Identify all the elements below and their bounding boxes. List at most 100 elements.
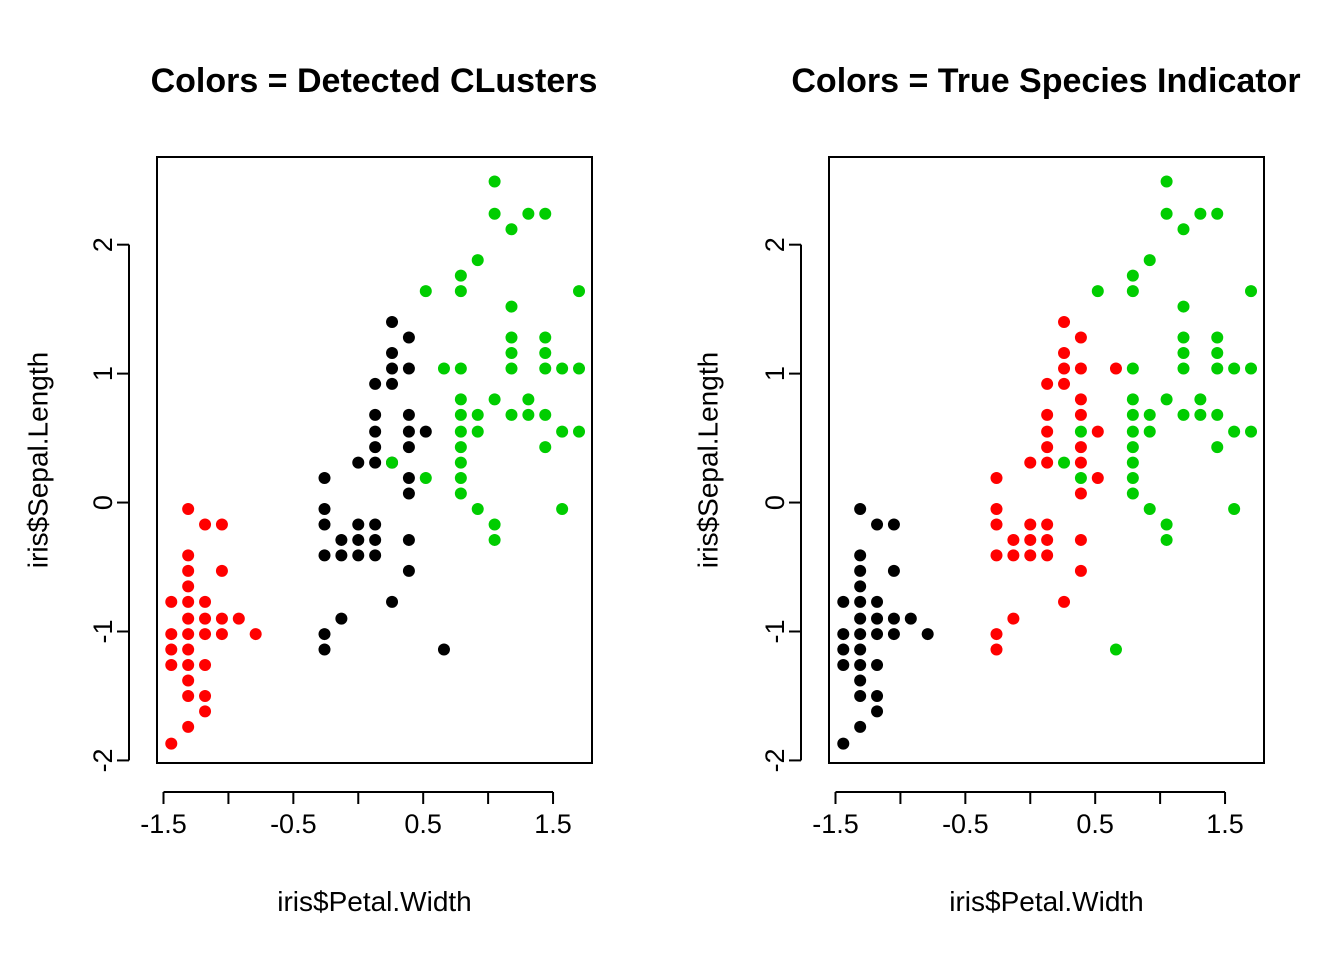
- data-point-green: [1143, 408, 1156, 421]
- chart-title: Colors = Detected CLusters: [151, 62, 598, 100]
- data-point-red: [1074, 564, 1087, 577]
- data-point-green: [1245, 362, 1258, 375]
- x-axis-label: iris$Petal.Width: [277, 886, 472, 917]
- data-point-black: [369, 377, 382, 390]
- data-point-green: [488, 533, 501, 546]
- data-point-green: [505, 300, 518, 313]
- data-point-green: [1211, 362, 1224, 375]
- data-point-red: [165, 628, 178, 641]
- data-point-black: [854, 659, 867, 672]
- data-point-red: [1041, 518, 1054, 531]
- data-point-green: [1143, 254, 1156, 267]
- data-point-green: [1228, 425, 1241, 438]
- data-point-black: [318, 502, 331, 515]
- data-point-green: [488, 518, 501, 531]
- y-tick-label: 1: [88, 366, 118, 381]
- data-point-black: [871, 628, 884, 641]
- x-axis-label: iris$Petal.Width: [949, 886, 1144, 917]
- data-point-green: [419, 472, 432, 485]
- data-point-black: [887, 564, 900, 577]
- data-point-green: [1126, 487, 1139, 500]
- data-point-green: [1160, 175, 1173, 188]
- data-point-black: [402, 331, 415, 344]
- data-point-red: [1041, 456, 1054, 469]
- y-axis-label: iris$Sepal.Length: [22, 352, 53, 568]
- data-point-black: [921, 628, 934, 641]
- data-point-green: [1211, 346, 1224, 359]
- data-point-black: [887, 612, 900, 625]
- data-point-red: [990, 502, 1003, 515]
- data-point-green: [539, 441, 552, 454]
- data-point-green: [1177, 362, 1190, 375]
- data-point-black: [854, 628, 867, 641]
- data-point-black: [402, 564, 415, 577]
- data-point-green: [488, 207, 501, 220]
- data-point-red: [199, 705, 212, 718]
- data-point-black: [854, 564, 867, 577]
- data-point-black: [402, 533, 415, 546]
- data-point-red: [1058, 377, 1071, 390]
- data-point-green: [437, 362, 450, 375]
- data-point-green: [471, 425, 484, 438]
- data-point-black: [871, 518, 884, 531]
- data-point-black: [369, 441, 382, 454]
- data-point-green: [1091, 285, 1104, 298]
- data-point-green: [1126, 408, 1139, 421]
- data-point-green: [454, 425, 467, 438]
- data-point-green: [1126, 472, 1139, 485]
- data-point-red: [1109, 362, 1122, 375]
- data-point-red: [182, 628, 195, 641]
- data-point-green: [1177, 300, 1190, 313]
- data-point-black: [402, 362, 415, 375]
- data-point-black: [871, 705, 884, 718]
- data-point-black: [854, 549, 867, 562]
- data-point-red: [182, 674, 195, 687]
- data-point-green: [1143, 502, 1156, 515]
- data-point-black: [352, 549, 365, 562]
- data-point-red: [215, 518, 228, 531]
- data-point-green: [539, 207, 552, 220]
- data-point-red: [1091, 425, 1104, 438]
- data-point-black: [386, 362, 399, 375]
- data-point-red: [1041, 533, 1054, 546]
- data-point-black: [335, 612, 348, 625]
- x-tick-label: 0.5: [1076, 809, 1114, 839]
- data-point-black: [352, 456, 365, 469]
- left-scatter-panel: Colors = Detected CLusters -1.5 -0.5 0.5 1.5…: [22, 62, 597, 917]
- data-point-red: [182, 689, 195, 702]
- data-point-black: [402, 472, 415, 485]
- x-tick-label: 0.5: [404, 809, 442, 839]
- data-point-black: [854, 502, 867, 515]
- data-point-black: [871, 689, 884, 702]
- data-point-green: [1126, 362, 1139, 375]
- data-point-red: [182, 720, 195, 733]
- y-tick-label: -2: [760, 748, 790, 772]
- data-point-red: [1024, 549, 1037, 562]
- data-point-red: [1041, 441, 1054, 454]
- x-tick-label: 1.5: [534, 809, 572, 839]
- data-point-black: [335, 533, 348, 546]
- data-point-green: [573, 425, 586, 438]
- data-point-green: [522, 393, 535, 406]
- data-point-green: [505, 408, 518, 421]
- plot-frame: [156, 156, 593, 764]
- data-point-black: [871, 595, 884, 608]
- data-point-green: [488, 393, 501, 406]
- data-point-green: [454, 441, 467, 454]
- plot-frame: [828, 156, 1265, 764]
- data-point-black: [369, 549, 382, 562]
- data-point-red: [232, 612, 245, 625]
- data-point-green: [454, 472, 467, 485]
- data-point-red: [215, 564, 228, 577]
- y-tick-label: 1: [760, 366, 790, 381]
- data-point-green: [1245, 285, 1258, 298]
- data-point-black: [837, 628, 850, 641]
- data-point-green: [1211, 331, 1224, 344]
- data-point-green: [1126, 441, 1139, 454]
- data-point-green: [471, 502, 484, 515]
- data-point-red: [182, 643, 195, 656]
- data-point-green: [522, 207, 535, 220]
- data-point-green: [454, 393, 467, 406]
- data-point-red: [182, 595, 195, 608]
